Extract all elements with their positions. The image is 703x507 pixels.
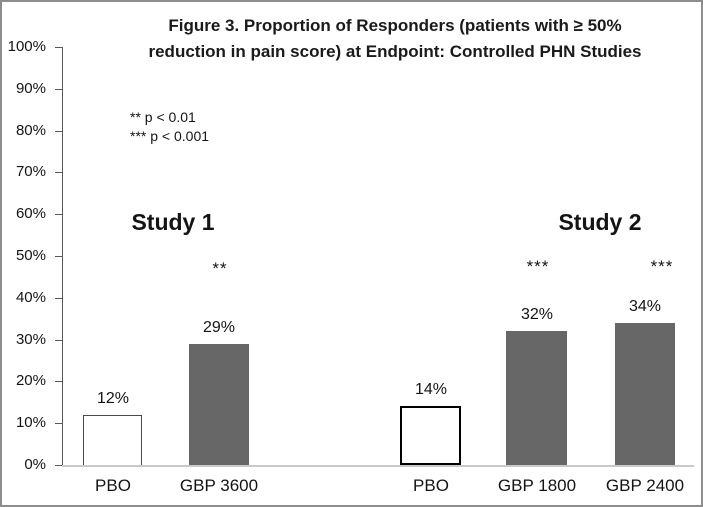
y-tick-mark — [55, 131, 62, 132]
chart-title-line-2: reduction in pain score) at Endpoint: Co… — [148, 42, 642, 61]
y-tick-label-100: 100% — [7, 38, 46, 55]
y-tick-mark — [55, 47, 62, 48]
x-category-label-study1-pbo: PBO — [95, 476, 131, 495]
y-tick-mark — [55, 340, 62, 341]
y-tick-label-0: 0% — [24, 456, 46, 473]
y-tick-label-20: 20% — [15, 372, 46, 389]
study-1-label: Study 1 — [131, 209, 215, 235]
y-tick-mark — [55, 89, 62, 90]
x-category-label-study2-pbo: PBO — [413, 476, 449, 495]
y-tick-mark — [55, 465, 62, 466]
bar-value-label-32: 32% — [520, 306, 554, 323]
significance-marker-gbp3600: ** — [212, 259, 228, 278]
y-tick-label-70: 70% — [15, 163, 46, 180]
x-category-label-study2-gbp1800: GBP 1800 — [497, 476, 577, 495]
significance-legend: ** p < 0.01 *** p < 0.001 — [130, 108, 209, 146]
bar-value-label-34: 34% — [628, 298, 662, 315]
x-category-label-study1-gbp3600: GBP 3600 — [179, 476, 259, 495]
significance-marker-gbp1800: *** — [526, 257, 550, 276]
y-tick-label-10: 10% — [15, 414, 46, 431]
y-tick-label-60: 60% — [15, 205, 46, 222]
bar-study2-gbp1800 — [506, 331, 567, 465]
bar-study2-pbo — [400, 406, 461, 465]
y-tick-mark — [55, 381, 62, 382]
significance-legend-line-2: *** p < 0.001 — [130, 128, 210, 144]
bar-value-label-14: 14% — [414, 381, 448, 398]
significance-marker-gbp2400: *** — [650, 257, 674, 276]
y-tick-mark — [55, 172, 62, 173]
y-tick-label-40: 40% — [15, 289, 46, 306]
chart-title-line-1: Figure 3. Proportion of Responders (pati… — [168, 16, 622, 35]
y-tick-label-80: 80% — [15, 122, 46, 139]
x-category-label-study2-gbp2400: GBP 2400 — [605, 476, 685, 495]
y-tick-mark — [55, 298, 62, 299]
x-axis-line — [62, 465, 694, 467]
significance-legend-line-1: ** p < 0.01 — [130, 109, 196, 125]
bar-study2-gbp2400 — [615, 323, 675, 465]
bar-value-label-12: 12% — [96, 390, 130, 407]
y-tick-mark — [55, 256, 62, 257]
y-tick-mark — [55, 423, 62, 424]
y-tick-mark — [55, 214, 62, 215]
y-tick-label-90: 90% — [15, 80, 46, 97]
y-axis-line — [62, 47, 63, 465]
bar-study1-pbo — [83, 415, 142, 465]
chart-title: Figure 3. Proportion of Responders (pati… — [125, 13, 665, 65]
y-tick-label-30: 30% — [15, 331, 46, 348]
bar-value-label-29: 29% — [202, 319, 236, 336]
bar-study1-gbp3600 — [189, 344, 249, 465]
study-2-label: Study 2 — [558, 209, 642, 235]
y-tick-label-50: 50% — [15, 247, 46, 264]
